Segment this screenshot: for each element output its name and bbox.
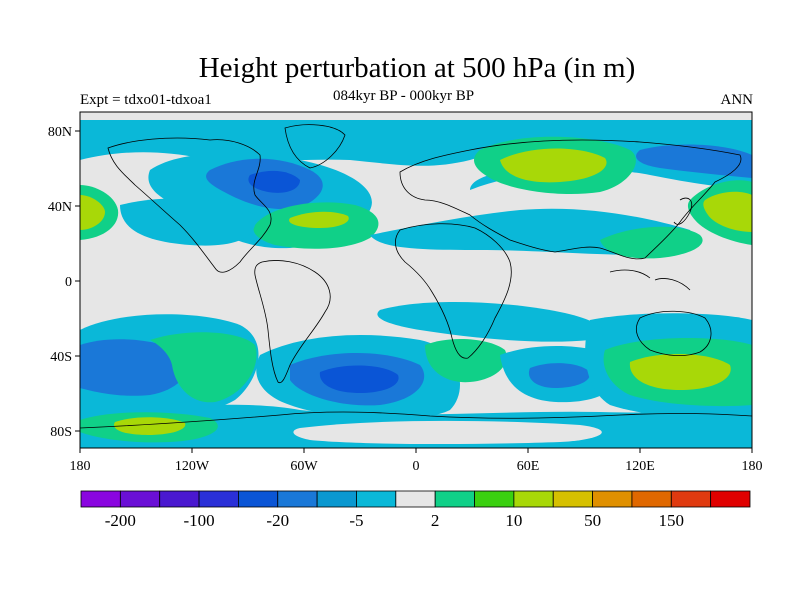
lon-tick-label: 180 bbox=[742, 459, 763, 474]
colorbar-box bbox=[631, 490, 672, 508]
coast-indonesia bbox=[609, 269, 691, 291]
contour-north-pacific-core bbox=[703, 191, 752, 232]
lon-tick-label: 120E bbox=[625, 459, 655, 474]
colorbar-label: 150 bbox=[659, 511, 685, 530]
colorbar-box bbox=[356, 490, 397, 508]
coast-greenland bbox=[284, 124, 346, 169]
colorbar-box bbox=[159, 490, 200, 508]
lon-tick-label: 0 bbox=[413, 459, 420, 474]
contour-tropical-band-west bbox=[120, 198, 256, 246]
contour-south-pacific-low bbox=[80, 339, 189, 396]
colorbar-box bbox=[474, 490, 515, 508]
colorbar-box bbox=[592, 490, 633, 508]
coast-north-america bbox=[107, 137, 272, 273]
colorbar-box bbox=[395, 490, 436, 508]
period-label: 084kyr BP - 000kyr BP bbox=[333, 88, 475, 104]
plot-title: Height perturbation at 500 hPa (in m) bbox=[198, 52, 636, 84]
map-ticks: 180 120W 60W 0 60E 120E 180 80N 40N 0 40S 80S bbox=[48, 125, 763, 474]
colorbar-box bbox=[316, 490, 357, 508]
colorbar-label: -5 bbox=[349, 511, 363, 530]
lon-tick-label: 180 bbox=[70, 459, 91, 474]
season-label: ANN bbox=[720, 92, 754, 108]
coast-antarctica bbox=[80, 411, 752, 429]
lat-tick-label: 80S bbox=[50, 425, 72, 440]
contour-south-africa-high bbox=[425, 338, 507, 383]
contour-australia-core bbox=[629, 354, 731, 390]
colorbar-box bbox=[710, 490, 751, 508]
experiment-label: Expt = tdxo01-tdxoa1 bbox=[80, 92, 212, 108]
coast-africa bbox=[395, 223, 512, 359]
lon-tick-label: 60W bbox=[290, 459, 318, 474]
coast-australia bbox=[636, 310, 712, 356]
contour-north-atlantic-core bbox=[248, 170, 300, 193]
colorbar-label: 10 bbox=[505, 511, 522, 530]
colorbar-box bbox=[198, 490, 239, 508]
contour-tropical-green-west bbox=[600, 226, 703, 259]
lat-tick-label: 80N bbox=[48, 125, 72, 140]
lat-tick-label: 0 bbox=[65, 275, 72, 290]
colorbar-box bbox=[434, 490, 475, 508]
contour-subtropical-south-band bbox=[377, 301, 605, 342]
coastlines bbox=[80, 124, 752, 429]
map-plot-area bbox=[80, 112, 752, 448]
contour-south-atlantic-core bbox=[319, 365, 399, 393]
colorbar-label: -200 bbox=[105, 511, 136, 530]
contour-siberia-low bbox=[636, 144, 752, 178]
lat-tick-label: 40S bbox=[50, 350, 72, 365]
colorbar-label: 50 bbox=[584, 511, 601, 530]
colorbar-box bbox=[277, 490, 318, 508]
lon-tick-label: 60E bbox=[517, 459, 540, 474]
contour-eastern-us-core bbox=[289, 211, 349, 228]
colorbar-box bbox=[670, 490, 712, 508]
contour-indian-ocean-low bbox=[528, 363, 591, 388]
coast-europe-asia bbox=[399, 139, 742, 260]
colorbar: -200 -100 -20 -5 2 10 50 150 bbox=[80, 490, 751, 530]
coast-japan bbox=[673, 197, 693, 225]
colorbar-box bbox=[119, 490, 161, 508]
contour-antarctic-core bbox=[114, 417, 186, 435]
lat-tick-label: 40N bbox=[48, 200, 72, 215]
colorbar-label: -100 bbox=[183, 511, 214, 530]
colorbar-box bbox=[80, 490, 121, 508]
contour-north-pacific-west-core bbox=[80, 195, 105, 230]
colorbar-box bbox=[552, 490, 593, 508]
colorbar-label: -20 bbox=[266, 511, 289, 530]
contour-antarctic-grey bbox=[293, 420, 602, 445]
colorbar-box bbox=[513, 490, 554, 508]
contour-south-pacific-high bbox=[150, 332, 257, 403]
coast-south-america bbox=[254, 260, 331, 384]
lon-tick-label: 120W bbox=[175, 459, 210, 474]
colorbar-label: 2 bbox=[431, 511, 440, 530]
contour-central-asia-core bbox=[500, 148, 607, 183]
colorbar-box bbox=[238, 490, 279, 508]
